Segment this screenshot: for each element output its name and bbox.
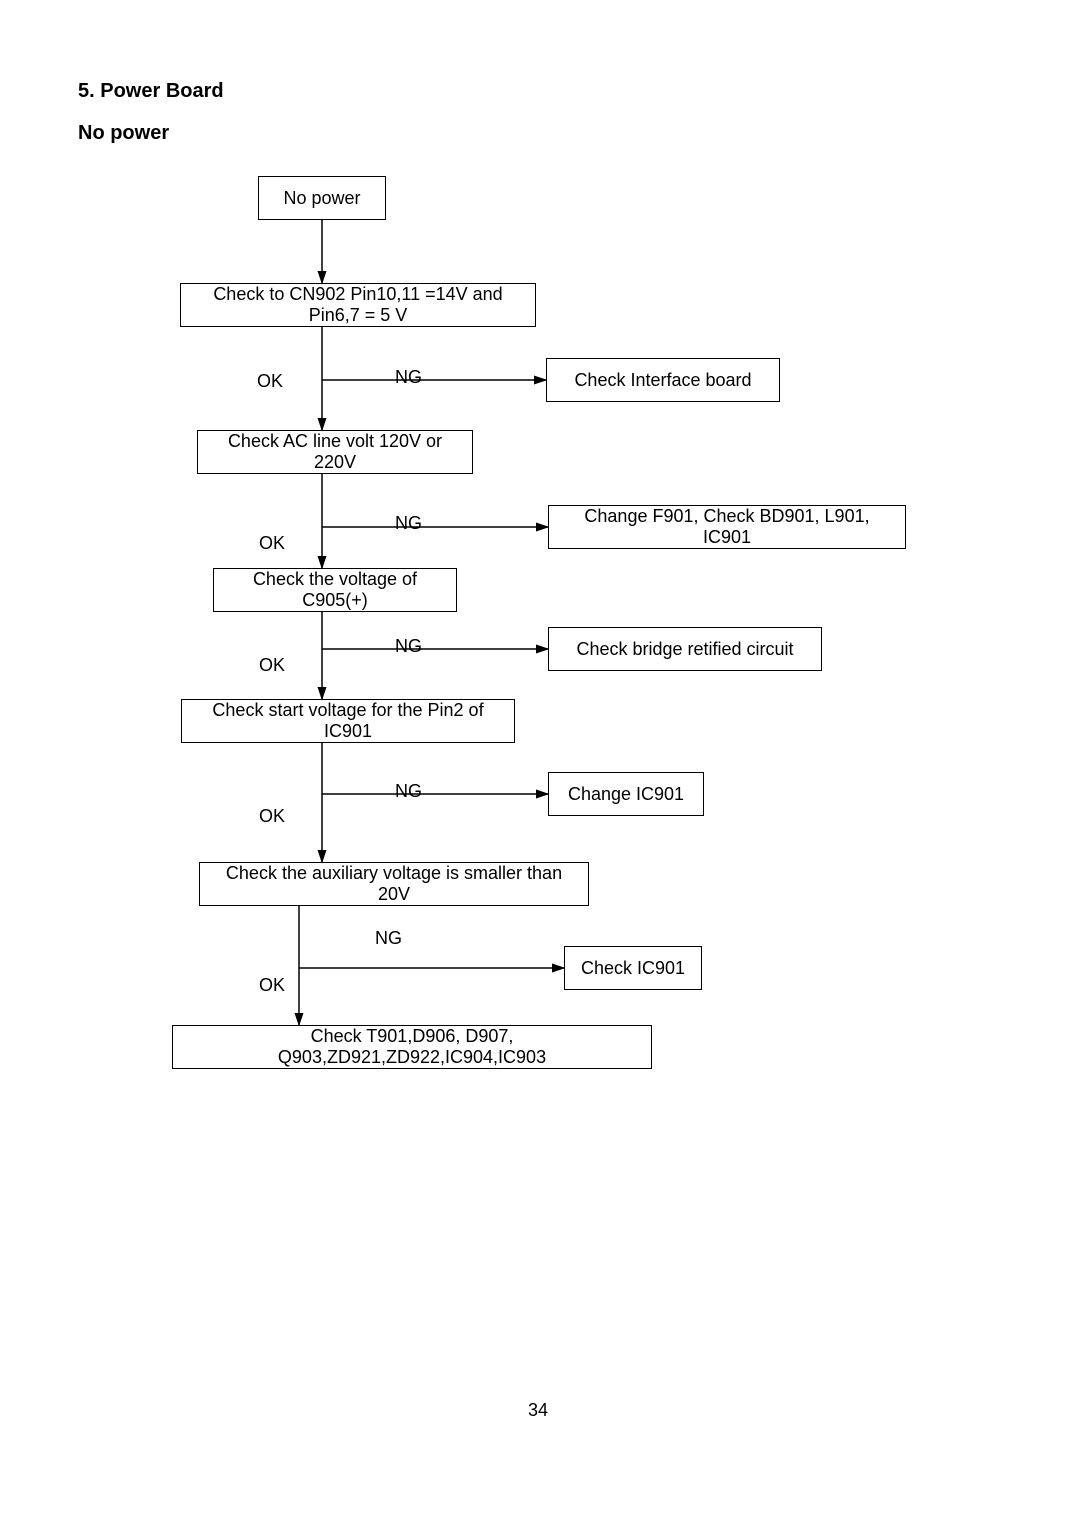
edge-label: NG (375, 928, 402, 949)
edge-label: NG (395, 781, 422, 802)
edge-label: OK (259, 975, 285, 996)
node-change-ic901: Change IC901 (548, 772, 704, 816)
edge-label: NG (395, 513, 422, 534)
section-heading: 5. Power Board (78, 80, 224, 103)
node-check-c905: Check the voltage of C905(+) (213, 568, 457, 612)
node-check-ic901-pin2: Check start voltage for the Pin2 of IC90… (181, 699, 515, 743)
edge-label: OK (259, 655, 285, 676)
node-check-interface-board: Check Interface board (546, 358, 780, 402)
node-check-cn902: Check to CN902 Pin10,11 =14V and Pin6,7 … (180, 283, 536, 327)
node-no-power: No power (258, 176, 386, 220)
node-change-f901: Change F901, Check BD901, L901, IC901 (548, 505, 906, 549)
node-check-ac-line: Check AC line volt 120V or 220V (197, 430, 473, 474)
node-check-aux-voltage: Check the auxiliary voltage is smaller t… (199, 862, 589, 906)
flowchart-arrows (0, 0, 1080, 1528)
edge-label: NG (395, 636, 422, 657)
subtitle-heading: No power (78, 122, 169, 145)
page: 5. Power Board No power No power Check t… (0, 0, 1080, 1528)
node-check-ic901: Check IC901 (564, 946, 702, 990)
node-check-t901: Check T901,D906, D907, Q903,ZD921,ZD922,… (172, 1025, 652, 1069)
page-number: 34 (528, 1400, 548, 1421)
edge-label: OK (259, 806, 285, 827)
edge-label: OK (257, 371, 283, 392)
edge-label: NG (395, 367, 422, 388)
node-check-bridge: Check bridge retified circuit (548, 627, 822, 671)
edge-label: OK (259, 533, 285, 554)
